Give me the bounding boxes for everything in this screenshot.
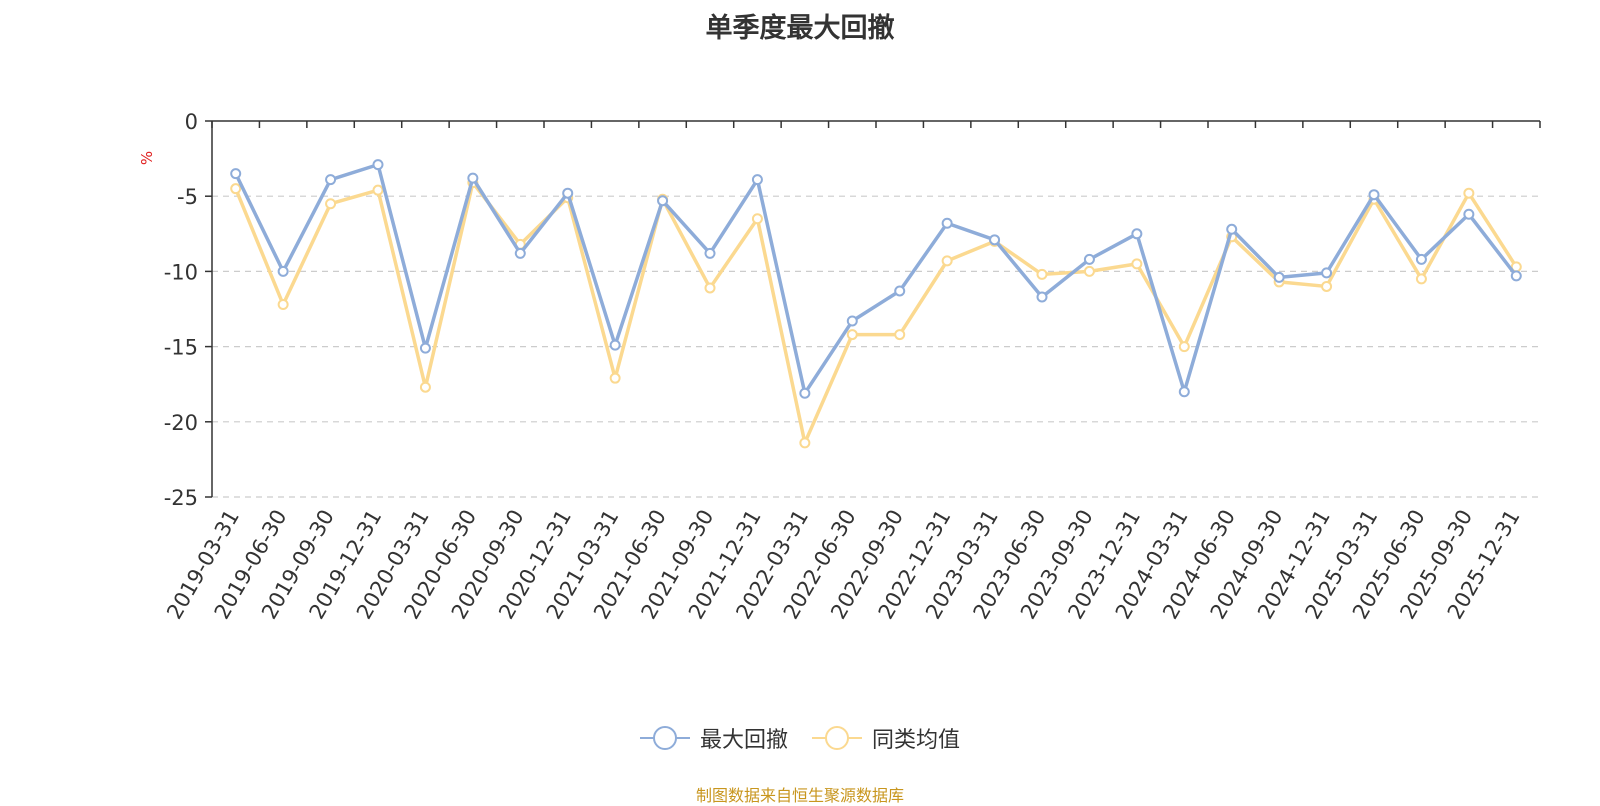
data-point-series-1[interactable] (230, 183, 242, 195)
legend-label-series-0: 最大回撤 (699, 728, 788, 753)
data-point-series-1[interactable] (325, 198, 337, 210)
data-point-series-1[interactable] (941, 255, 953, 267)
legend-item-series-1[interactable]: 同类均值 (812, 722, 960, 754)
data-point-series-1[interactable] (1321, 280, 1333, 292)
data-point-series-0[interactable] (941, 217, 953, 229)
legend-item-series-0[interactable]: 最大回撤 (639, 722, 788, 754)
series-layer (230, 159, 1522, 449)
data-point-series-0[interactable] (1226, 223, 1238, 235)
data-point-series-0[interactable] (1036, 291, 1048, 303)
series-line-0 (234, 162, 1518, 395)
data-point-series-0[interactable] (230, 168, 242, 180)
data-point-series-0[interactable] (704, 247, 716, 259)
data-point-series-0[interactable] (894, 285, 906, 297)
axes: 0-5-10-15-20-252019-03-312019-06-302019-… (162, 110, 1541, 623)
data-point-series-1[interactable] (419, 381, 431, 393)
y-tick-label: -25 (164, 486, 198, 510)
grid-lines (212, 195, 1540, 498)
data-point-series-0[interactable] (609, 339, 621, 351)
data-point-series-0[interactable] (1368, 189, 1380, 201)
data-point-series-0[interactable] (277, 265, 289, 277)
y-tick-label: 0 (185, 110, 198, 134)
source-note: 制图数据来自恒生聚源数据库 (695, 786, 904, 805)
y-tick-label: -20 (164, 411, 198, 435)
data-point-series-1[interactable] (799, 437, 811, 449)
chart-title: 单季度最大回撤 (705, 13, 895, 44)
legend: 最大回撤 同类均值 (0, 722, 1600, 754)
y-tick-label: -15 (164, 336, 198, 360)
legend-marker-series-1 (812, 726, 862, 750)
data-point-series-1[interactable] (1083, 265, 1095, 277)
legend-marker-series-0 (639, 726, 690, 750)
data-point-series-0[interactable] (846, 315, 858, 327)
data-point-series-0[interactable] (372, 159, 384, 171)
y-tick-label: -10 (164, 260, 198, 284)
data-point-series-0[interactable] (467, 172, 479, 184)
data-point-series-1[interactable] (609, 372, 621, 384)
data-point-series-0[interactable] (1083, 253, 1095, 265)
data-point-series-1[interactable] (1415, 273, 1427, 285)
data-point-series-0[interactable] (1273, 271, 1285, 283)
data-point-series-0[interactable] (1415, 253, 1427, 265)
data-point-series-0[interactable] (325, 174, 337, 186)
data-point-series-1[interactable] (277, 298, 289, 310)
data-point-series-0[interactable] (419, 342, 431, 354)
data-point-series-1[interactable] (1036, 268, 1048, 280)
data-point-series-1[interactable] (1178, 341, 1190, 353)
data-point-series-0[interactable] (989, 234, 1001, 246)
data-point-series-0[interactable] (1463, 208, 1475, 220)
y-tick-label: -5 (177, 185, 198, 209)
data-point-series-1[interactable] (1463, 187, 1475, 199)
data-point-series-1[interactable] (1131, 258, 1143, 270)
series-line-1 (234, 180, 1518, 445)
data-point-series-0[interactable] (562, 187, 574, 199)
data-point-series-1[interactable] (894, 329, 906, 341)
legend-label-series-1: 同类均值 (872, 728, 961, 753)
data-point-series-1[interactable] (372, 184, 384, 196)
data-point-series-0[interactable] (1321, 267, 1333, 279)
data-point-series-0[interactable] (799, 387, 811, 399)
data-point-series-1[interactable] (751, 213, 763, 225)
data-point-series-0[interactable] (1178, 386, 1190, 398)
data-point-series-0[interactable] (1131, 228, 1143, 240)
data-point-series-0[interactable] (1510, 270, 1522, 282)
data-point-series-0[interactable] (657, 195, 669, 207)
data-point-series-0[interactable] (514, 247, 526, 259)
data-point-series-1[interactable] (846, 329, 858, 341)
y-axis-label: % (138, 151, 156, 165)
data-point-series-1[interactable] (704, 282, 716, 294)
data-point-series-0[interactable] (751, 174, 763, 186)
